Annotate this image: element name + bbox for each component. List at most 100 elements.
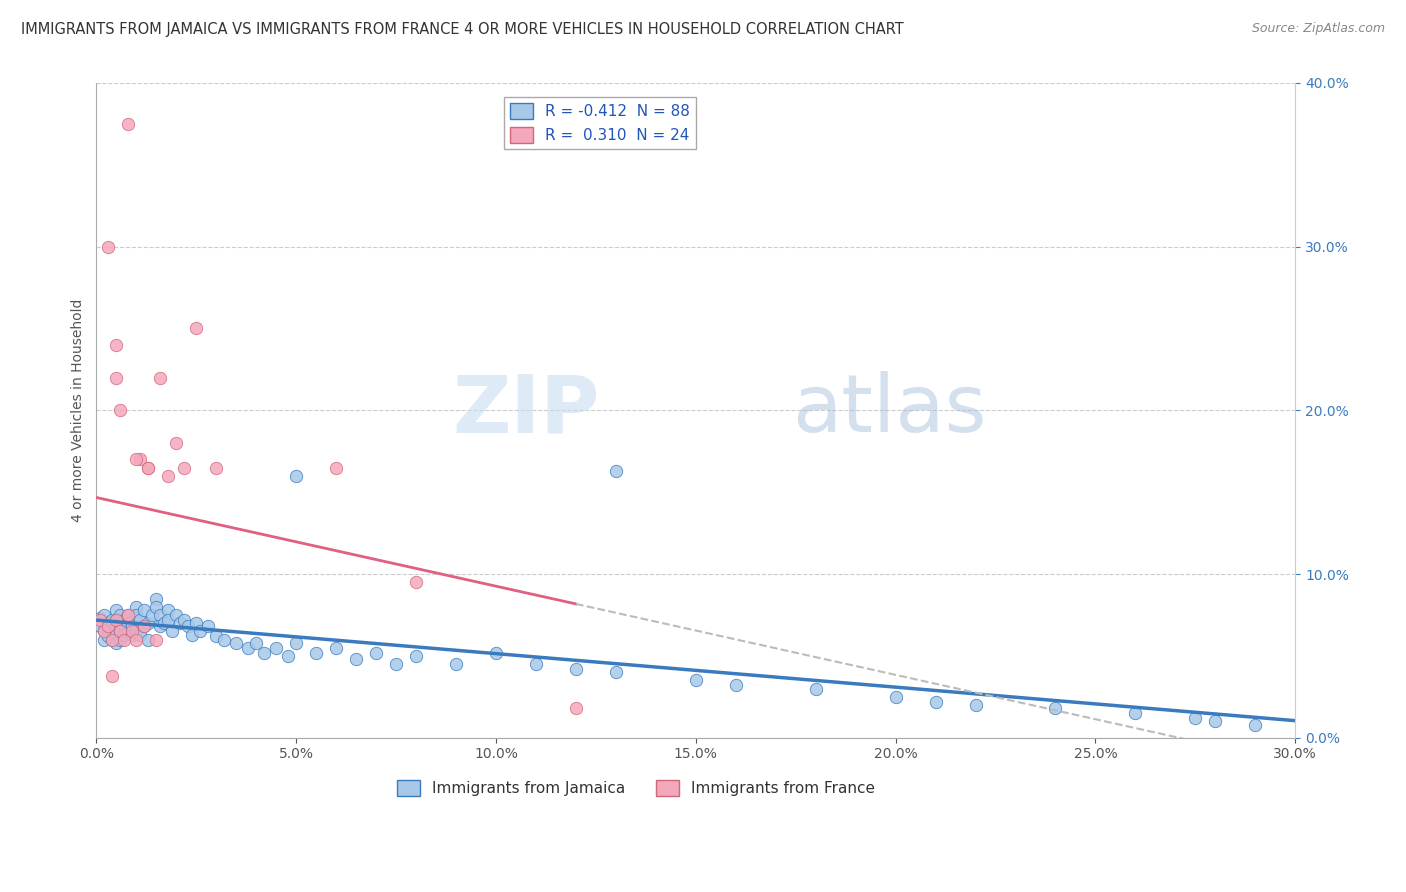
Point [134,619,156,633]
Point [101,619,124,633]
Point [129,627,152,641]
Point [97,619,120,633]
Point [173,460,195,475]
Point [405,648,427,663]
Point [238,640,260,655]
Point [125,452,148,467]
Point [685,673,707,688]
Point [565,662,588,676]
Point [117,624,139,639]
Point [134,603,156,617]
Point [165,436,187,450]
Point [125,607,148,622]
Point [89,611,111,625]
Point [605,464,627,478]
Legend: Immigrants from Jamaica, Immigrants from France: Immigrants from Jamaica, Immigrants from… [391,774,882,802]
Point [524,657,547,671]
Text: ZIP: ZIP [453,371,600,450]
Point [93,624,115,639]
Point [305,646,328,660]
Point [101,632,124,647]
Point [197,619,219,633]
Point [364,646,387,660]
Point [117,607,139,622]
Point [1125,706,1147,721]
Point [264,640,287,655]
Point [121,627,143,641]
Point [444,657,467,671]
Point [205,629,228,643]
Point [225,636,247,650]
Point [405,575,427,590]
Point [105,603,128,617]
Point [110,616,132,631]
Point [153,616,176,631]
Point [162,624,184,639]
Point [1184,711,1206,725]
Point [129,452,152,467]
Point [924,695,946,709]
Point [344,652,367,666]
Point [129,613,152,627]
Point [136,460,159,475]
Point [212,632,235,647]
Point [97,239,120,253]
Point [157,468,180,483]
Point [141,607,163,622]
Point [325,460,347,475]
Point [105,627,128,641]
Point [105,613,128,627]
Point [149,619,172,633]
Point [136,632,159,647]
Point [157,603,180,617]
Point [112,627,135,641]
Point [165,607,187,622]
Point [112,619,135,633]
Text: IMMIGRANTS FROM JAMAICA VS IMMIGRANTS FROM FRANCE 4 OR MORE VEHICLES IN HOUSEHOL: IMMIGRANTS FROM JAMAICA VS IMMIGRANTS FR… [21,22,904,37]
Point [186,321,208,335]
Point [884,690,907,704]
Point [1204,714,1226,729]
Point [804,681,827,696]
Point [97,619,120,633]
Point [173,613,195,627]
Point [110,607,132,622]
Point [110,403,132,417]
Point [97,616,120,631]
Point [188,624,211,639]
Point [121,619,143,633]
Point [101,632,124,647]
Point [101,668,124,682]
Point [117,607,139,622]
Point [181,627,204,641]
Point [93,632,115,647]
Point [125,624,148,639]
Y-axis label: 4 or more Vehicles in Household: 4 or more Vehicles in Household [72,299,86,522]
Point [605,665,627,680]
Point [157,613,180,627]
Point [186,616,208,631]
Point [125,599,148,614]
Point [112,613,135,627]
Point [285,636,308,650]
Point [277,648,299,663]
Point [325,640,347,655]
Point [121,624,143,639]
Point [169,616,191,631]
Point [1045,701,1067,715]
Point [565,701,588,715]
Point [110,624,132,639]
Point [136,616,159,631]
Point [117,616,139,631]
Point [1244,717,1267,731]
Point [965,698,987,712]
Point [149,607,172,622]
Point [105,370,128,384]
Point [110,632,132,647]
Text: Source: ZipAtlas.com: Source: ZipAtlas.com [1251,22,1385,36]
Point [385,657,408,671]
Point [93,624,115,639]
Point [105,613,128,627]
Point [245,636,267,650]
Point [145,632,167,647]
